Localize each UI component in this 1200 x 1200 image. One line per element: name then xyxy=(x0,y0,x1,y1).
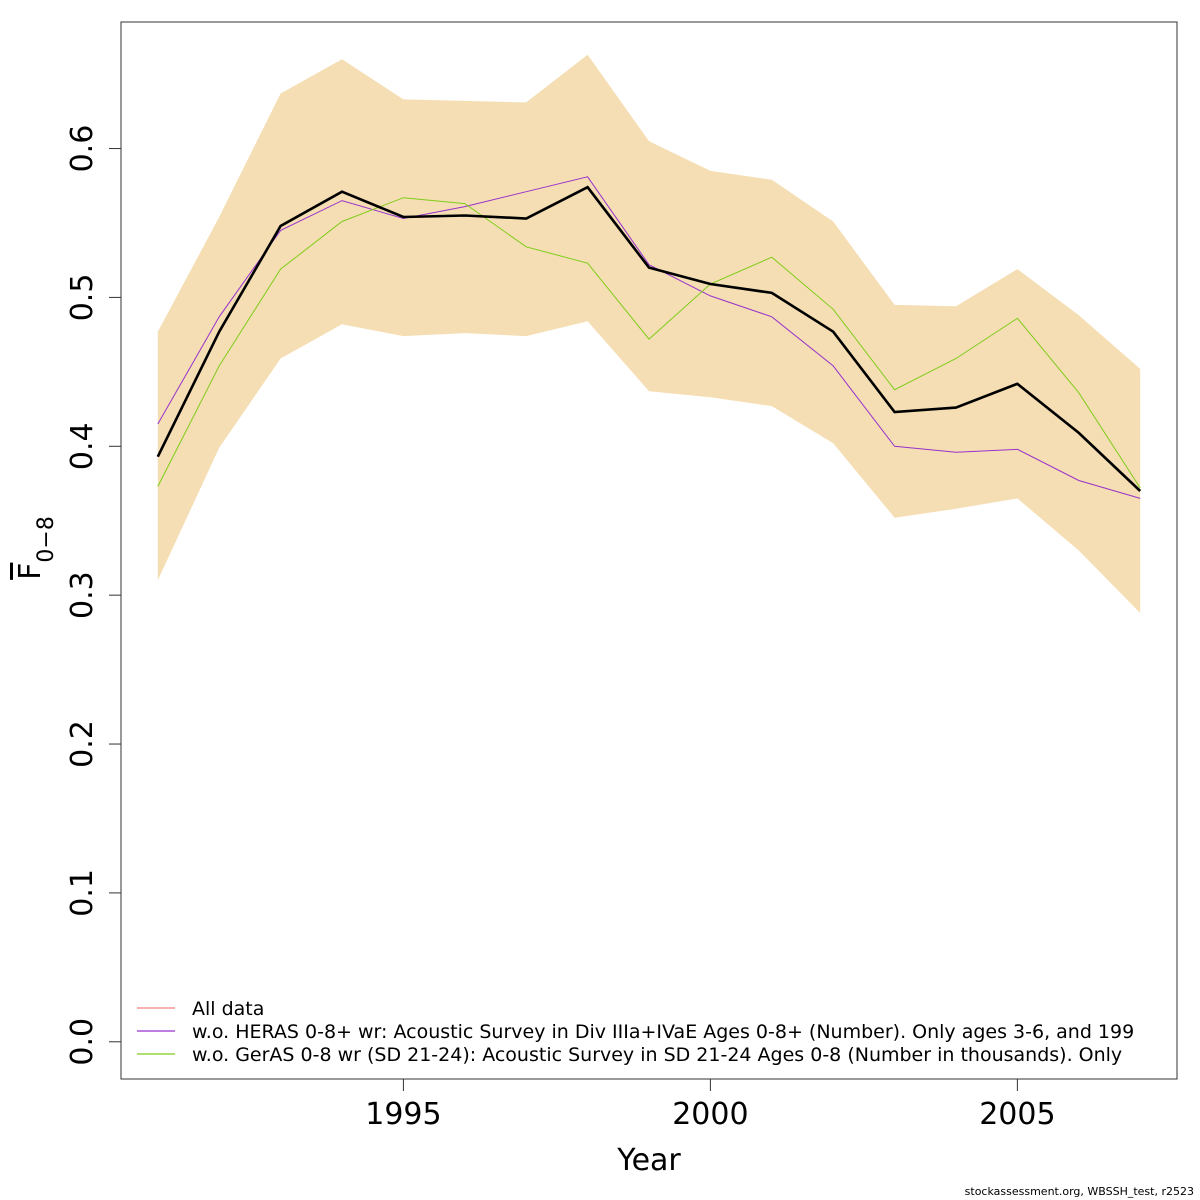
y-axis-title: F0−8 xyxy=(13,516,59,580)
y-tick-label: 0.3 xyxy=(65,571,100,619)
x-tick-label: 1995 xyxy=(365,1097,441,1132)
series-line-2 xyxy=(157,197,1141,489)
estimate-line xyxy=(156,185,1142,492)
y-tick-label: 0.2 xyxy=(65,720,100,768)
legend-label: All data xyxy=(192,998,264,1020)
y-axis-title-base: F xyxy=(13,563,48,580)
x-axis: 1995 2000 2005 xyxy=(365,1079,1056,1132)
series-line-1 xyxy=(157,176,1141,499)
y-tick-label: 0.6 xyxy=(65,125,100,173)
y-tick-label: 0.5 xyxy=(65,274,100,322)
y-axis: 0.0 0.1 0.2 0.3 0.4 0.5 0.6 xyxy=(65,125,121,1066)
y-axis-title-subscript: 0−8 xyxy=(34,516,59,562)
confidence-band xyxy=(157,54,1141,614)
y-tick-label: 0.1 xyxy=(65,869,100,917)
x-axis-title: Year xyxy=(616,1143,681,1178)
x-tick-label: 2005 xyxy=(979,1097,1055,1132)
footer-credit: stockassessment.org, WBSSH_test, r2523 xyxy=(964,1185,1194,1198)
plot-frame xyxy=(120,21,1178,1080)
legend-label: w.o. HERAS 0-8+ wr: Acoustic Survey in D… xyxy=(192,1021,1134,1043)
plot-area xyxy=(156,54,1142,614)
y-tick-label: 0.0 xyxy=(65,1018,100,1066)
x-tick-label: 2000 xyxy=(672,1097,748,1132)
y-tick-label: 0.4 xyxy=(65,422,100,470)
legend-label: w.o. GerAS 0-8 wr (SD 21-24): Acoustic S… xyxy=(192,1044,1122,1066)
